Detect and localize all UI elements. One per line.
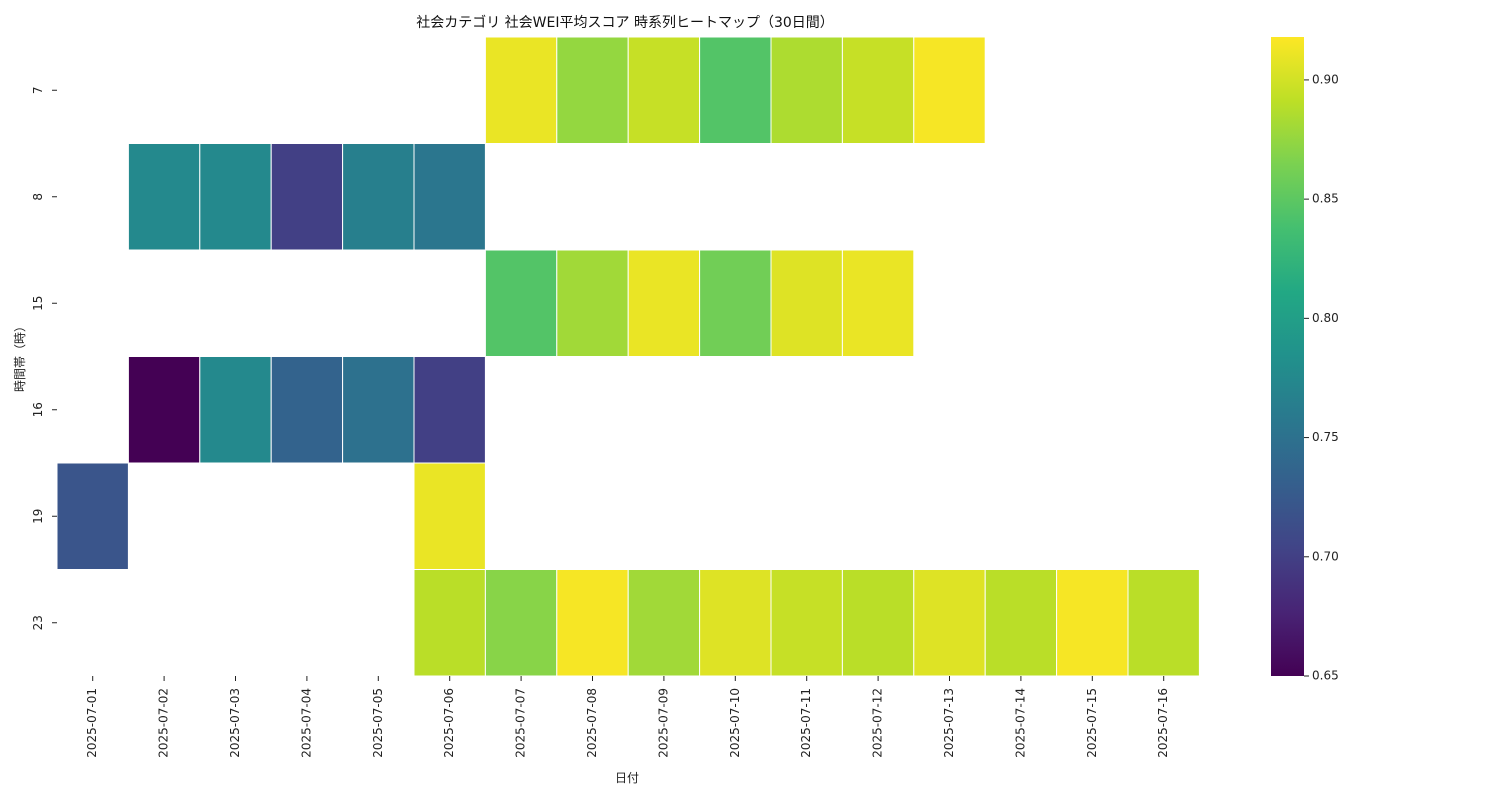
colorbar-tick-label: 0.70 (1312, 549, 1339, 563)
x-tick-label: 2025-07-01 (85, 688, 99, 758)
heatmap-cell (913, 36, 986, 144)
heatmap-cell (342, 143, 415, 251)
x-tick-label: 2025-07-05 (371, 688, 385, 758)
heatmap-cell (770, 249, 843, 357)
heatmap-cell (841, 36, 915, 144)
heatmap-cell (270, 356, 344, 464)
heatmap-cell (127, 143, 201, 251)
y-tick-label: 8 (31, 193, 45, 201)
colorbar-tick-label: 0.85 (1312, 192, 1339, 206)
heatmap-cells (56, 36, 1200, 677)
heatmap-cell (413, 462, 486, 570)
x-tick-label: 2025-07-15 (1085, 688, 1099, 758)
heatmap-cell (841, 569, 915, 677)
heatmap-cell (770, 569, 843, 677)
y-tick-label: 23 (31, 615, 45, 630)
heatmap-cell (1056, 569, 1129, 677)
heatmap-cell (270, 143, 344, 251)
y-tick-label: 16 (31, 402, 45, 417)
x-tick-label: 2025-07-04 (299, 688, 313, 758)
heatmap-cell (413, 143, 486, 251)
x-tick-label: 2025-07-16 (1156, 688, 1170, 758)
heatmap-cell (627, 249, 701, 357)
heatmap-cell (556, 569, 629, 677)
heatmap-cell (841, 249, 915, 357)
x-tick-label: 2025-07-10 (728, 688, 742, 758)
y-tick-label: 19 (31, 509, 45, 524)
x-axis-label: 日付 (615, 771, 639, 785)
heatmap-cell (556, 249, 629, 357)
heatmap-cell (342, 356, 415, 464)
x-tick-label: 2025-07-03 (228, 688, 242, 758)
chart-title: 社会カテゴリ 社会WEI平均スコア 時系列ヒートマップ（30日間） (416, 14, 834, 31)
x-tick-label: 2025-07-12 (871, 688, 885, 758)
heatmap-cell (56, 462, 129, 570)
colorbar-tick-label: 0.80 (1312, 311, 1339, 325)
x-tick-label: 2025-07-09 (656, 688, 670, 758)
heatmap-cell (627, 569, 701, 677)
heatmap-cell (556, 36, 629, 144)
x-axis-ticks: 2025-07-01 2025-07-02 2025-07-03 2025-07-04… (85, 676, 1170, 758)
y-axis-label: 時間帯（時） (13, 320, 27, 392)
x-tick-label: 2025-07-06 (442, 688, 456, 758)
colorbar (1271, 37, 1304, 676)
heatmap-cell (484, 249, 558, 357)
heatmap-cell (699, 569, 772, 677)
heatmap-cell (413, 356, 486, 464)
x-tick-label: 2025-07-08 (585, 688, 599, 758)
x-tick-label: 2025-07-02 (157, 688, 171, 758)
heatmap-cell (484, 36, 558, 144)
heatmap-cell (699, 249, 772, 357)
x-tick-label: 2025-07-14 (1013, 688, 1027, 758)
colorbar-tick-label: 0.90 (1312, 72, 1339, 86)
heatmap-cell (984, 569, 1058, 677)
heatmap-cell (199, 356, 272, 464)
x-tick-label: 2025-07-13 (942, 688, 956, 758)
heatmap-cell (127, 356, 201, 464)
heatmap-cell (913, 569, 986, 677)
heatmap-cell (1127, 569, 1200, 677)
y-axis-ticks: 7 8 15 16 19 23 (31, 86, 57, 630)
colorbar-ticks: 0.65 0.70 0.75 0.80 0.85 0.90 (1304, 72, 1339, 683)
heatmap-cell (413, 569, 486, 677)
x-tick-label: 2025-07-11 (799, 688, 813, 758)
heatmap-cell (770, 36, 843, 144)
y-tick-label: 15 (31, 296, 45, 311)
heatmap-cell (627, 36, 701, 144)
x-tick-label: 2025-07-07 (514, 688, 528, 758)
y-tick-label: 7 (31, 86, 45, 94)
heatmap-cell (699, 36, 772, 144)
heatmap-cell (199, 143, 272, 251)
colorbar-tick-label: 0.75 (1312, 430, 1339, 444)
heatmap-cell (484, 569, 558, 677)
colorbar-tick-label: 0.65 (1312, 669, 1339, 683)
